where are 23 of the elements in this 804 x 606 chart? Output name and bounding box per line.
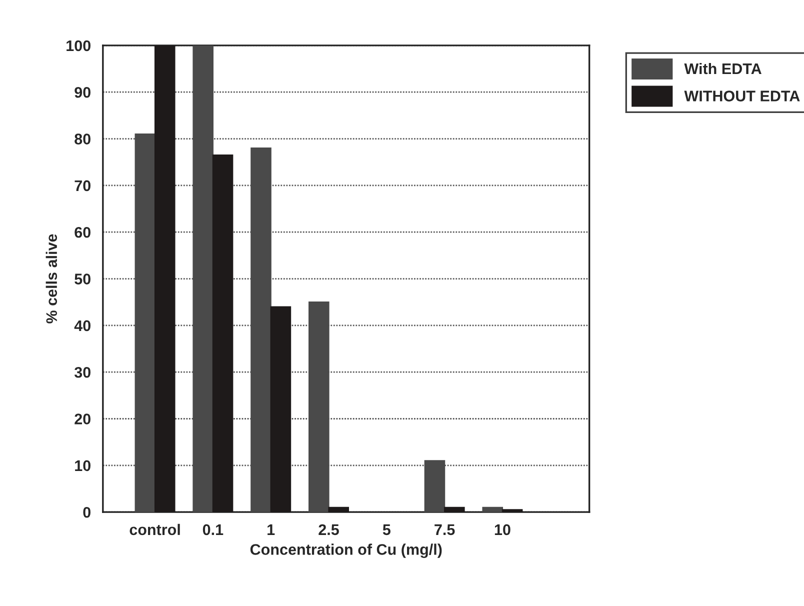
bar [482, 506, 504, 512]
y-tick-label: 30 [74, 366, 90, 378]
y-tick-label: 70 [74, 180, 90, 192]
y-axis-title: % cells alive [46, 234, 58, 324]
x-tick-label: 2.5 [318, 524, 339, 536]
x-tick-label: control [130, 524, 180, 536]
y-tick-label: 40 [74, 320, 90, 332]
x-tick-label: 7.5 [434, 524, 455, 536]
x-axis-title: Concentration of Cu (mg/l) [250, 544, 442, 558]
y-tick-label: 60 [74, 226, 90, 238]
y-tick-label: 80 [74, 134, 90, 144]
y-tick-label: 0 [83, 506, 90, 518]
legend-label: With EDTA [684, 62, 762, 74]
x-tick-label: 10 [494, 524, 510, 536]
y-tick-label: 50 [74, 274, 90, 284]
x-tick-label: 5 [382, 524, 390, 536]
y-tick-label: 90 [74, 86, 90, 98]
x-tick-label: 0.1 [202, 524, 224, 536]
x-tick-label: 1 [268, 524, 275, 535]
y-tick-label: 10 [75, 460, 90, 472]
y-tick-label: 100 [66, 40, 90, 52]
y-tick-label: 20 [74, 414, 90, 424]
legend-label: WITHOUT EDTA [684, 90, 800, 102]
